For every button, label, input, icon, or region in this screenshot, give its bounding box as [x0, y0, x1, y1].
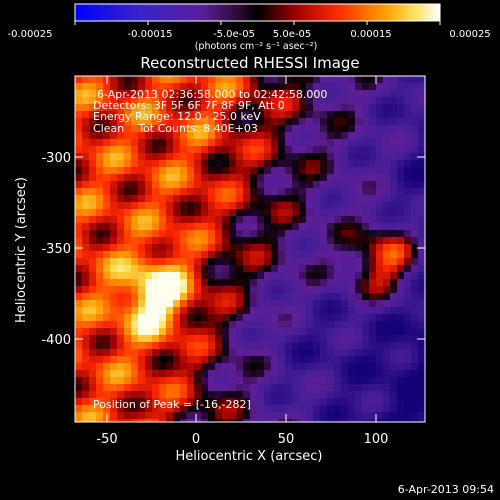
y-tick-label: -350 — [41, 242, 71, 257]
colorbar-tick-label: -0.00015 — [128, 29, 173, 40]
colorbar-tick-label: 0.00025 — [449, 29, 490, 40]
colorbar-units-label: (photons cm⁻² s⁻¹ asec⁻²) — [195, 41, 318, 52]
energy-range-annotation: Energy Range: 12.0 - 25.0 keV — [93, 110, 261, 123]
y-tick-label: -400 — [41, 333, 71, 348]
x-tick-label: 100 — [364, 432, 389, 447]
peak-position-annotation: Position of Peak = [-16,-282] — [93, 398, 251, 411]
colorbar-tick-label: -0.00025 — [8, 29, 53, 40]
colorbar-tick-label: -5.0e-05 — [213, 29, 255, 40]
detectors-annotation: Detectors: 3F 5F 6F 7F 8F 9F, Att 0 — [93, 99, 285, 112]
plot-title: Reconstructed RHESSI Image — [140, 54, 359, 72]
clean-counts-annotation: Clean Tot Counts: 8.40E+03 — [93, 122, 258, 135]
plot-frame — [74, 75, 426, 423]
footer-timestamp: 6-Apr-2013 09:54 — [397, 483, 494, 496]
axis-ticks — [75, 76, 425, 422]
time-range-annotation: 6-Apr-2013 02:36:58.000 to 02:42:58.000 — [97, 88, 327, 101]
colorbar-tick-label: 0.00015 — [350, 29, 391, 40]
x-tick-label: 50 — [278, 432, 295, 447]
colorbar-tick-label: 5.0e-05 — [273, 29, 311, 40]
x-tick-label: 0 — [192, 432, 200, 447]
heatmap-image — [75, 76, 425, 422]
colorbar — [74, 3, 441, 22]
y-tick-label: -300 — [41, 151, 71, 166]
colorbar-ticks — [74, 21, 441, 25]
x-tick-label: -50 — [96, 432, 117, 447]
x-axis-label: Heliocentric X (arcsec) — [176, 449, 323, 464]
y-axis-label: Heliocentric Y (arcsec) — [14, 177, 29, 323]
